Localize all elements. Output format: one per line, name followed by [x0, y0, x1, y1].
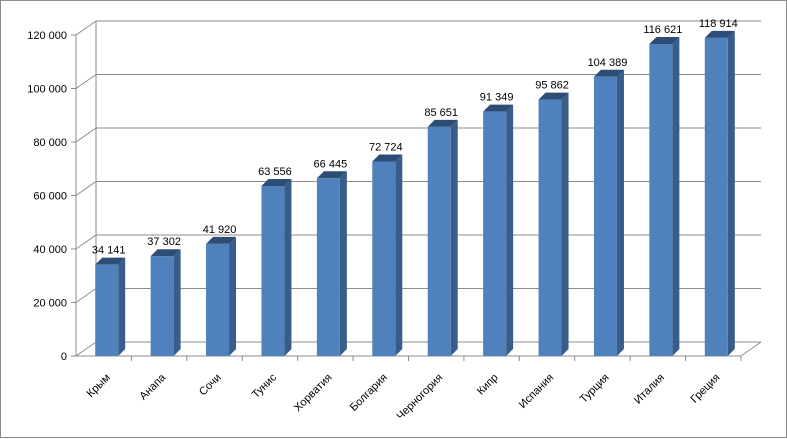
data-labels: 34 141 37 302 41 920 63 556 66 445 72 724 85 6… — [92, 18, 738, 257]
bar — [372, 154, 403, 356]
gridline-diagonal — [75, 127, 97, 143]
x-category-label: Тунис — [250, 371, 280, 401]
bar-front — [150, 256, 174, 356]
data-label: 85 651 — [424, 107, 458, 119]
x-category-label: Испания — [517, 372, 556, 411]
data-label: 118 914 — [699, 18, 738, 30]
bars — [95, 30, 735, 357]
x-category-label: Черногория — [395, 372, 446, 423]
bar-front — [593, 76, 617, 356]
bar-top — [150, 249, 181, 257]
bar-side — [229, 236, 237, 356]
x-category-label: Греция — [688, 372, 722, 406]
data-label: 116 621 — [643, 24, 682, 36]
data-label: 41 920 — [203, 224, 237, 236]
data-label: 72 724 — [369, 141, 403, 153]
x-category-label: Крым — [85, 372, 113, 400]
bar-side — [616, 69, 624, 356]
x-category-label: Турция — [578, 372, 612, 406]
bar-front — [704, 37, 728, 356]
bar-side — [173, 249, 181, 356]
gridline-diagonal — [75, 181, 97, 196]
bar-side — [395, 154, 403, 356]
bar-top — [316, 171, 347, 179]
y-tick-label: 60 000 — [33, 191, 67, 203]
bar-front — [427, 126, 451, 356]
y-tick-label: 20 000 — [33, 298, 67, 310]
bar-top — [593, 69, 624, 77]
bar-front — [95, 264, 119, 356]
bar-front — [206, 243, 230, 356]
data-label: 104 389 — [588, 57, 628, 69]
bar-top — [261, 178, 292, 186]
gridline-diagonal — [75, 234, 97, 250]
bar — [649, 37, 680, 357]
x-category-label: Сочи — [197, 372, 224, 399]
bar-side — [506, 104, 514, 357]
bar-top — [427, 119, 458, 127]
x-category-label: Хорватия — [292, 372, 335, 415]
data-label: 66 445 — [314, 158, 348, 170]
gridline-diagonal — [75, 341, 97, 357]
bar — [538, 92, 569, 356]
bar-front — [316, 178, 340, 356]
bar — [95, 257, 126, 356]
x-category-label: Болгария — [348, 372, 390, 414]
data-label: 91 349 — [480, 92, 514, 104]
y-tick-label: 80 000 — [33, 137, 67, 149]
x-axis-category-labels: Крым Анапа Сочи Тунис Хорватия Болгария Черног… — [85, 371, 723, 422]
y-tick-label: 100 000 — [27, 84, 67, 96]
bar-side — [672, 37, 680, 357]
gridline-diagonal — [75, 20, 97, 36]
bar — [593, 69, 624, 356]
x-category-label: Италия — [632, 372, 667, 407]
data-label: 63 556 — [258, 166, 292, 178]
bar-top — [649, 37, 680, 45]
bar — [206, 236, 237, 356]
gridline-diagonal — [75, 288, 97, 303]
bar — [316, 171, 347, 356]
bar — [483, 104, 514, 357]
bar-side — [450, 119, 458, 356]
bar-front — [483, 111, 507, 357]
data-label: 34 141 — [92, 245, 126, 257]
bar-top — [95, 257, 126, 265]
bar — [704, 30, 735, 356]
y-tick-label: 0 — [61, 351, 67, 363]
floor-edge — [740, 341, 762, 357]
y-tick-label: 120 000 — [27, 30, 67, 42]
bar-front — [538, 99, 562, 356]
bar-front — [372, 161, 396, 356]
gridline-diagonal — [75, 74, 97, 89]
bar — [427, 119, 458, 356]
bar — [261, 178, 292, 356]
bar-side — [284, 178, 292, 356]
x-category-label: Анапа — [137, 371, 168, 402]
bar-top — [372, 154, 403, 162]
data-label: 95 862 — [535, 80, 569, 92]
bar-front — [261, 185, 285, 356]
y-tick-label: 40 000 — [33, 244, 67, 256]
bar-side — [339, 171, 347, 356]
bar-top — [483, 104, 514, 112]
bar-front — [649, 44, 673, 357]
bar-side — [561, 92, 569, 356]
bar-side — [118, 257, 126, 356]
bar-top — [206, 236, 237, 244]
data-label: 37 302 — [147, 236, 181, 248]
bar-side — [727, 30, 735, 356]
x-category-label: Кипр — [475, 372, 501, 398]
bar-top — [538, 92, 569, 100]
bar-top — [704, 30, 735, 38]
y-axis-tick-labels: 0 20 000 40 000 60 000 80 000 100 000 120 000 — [27, 30, 67, 363]
bar — [150, 249, 181, 356]
